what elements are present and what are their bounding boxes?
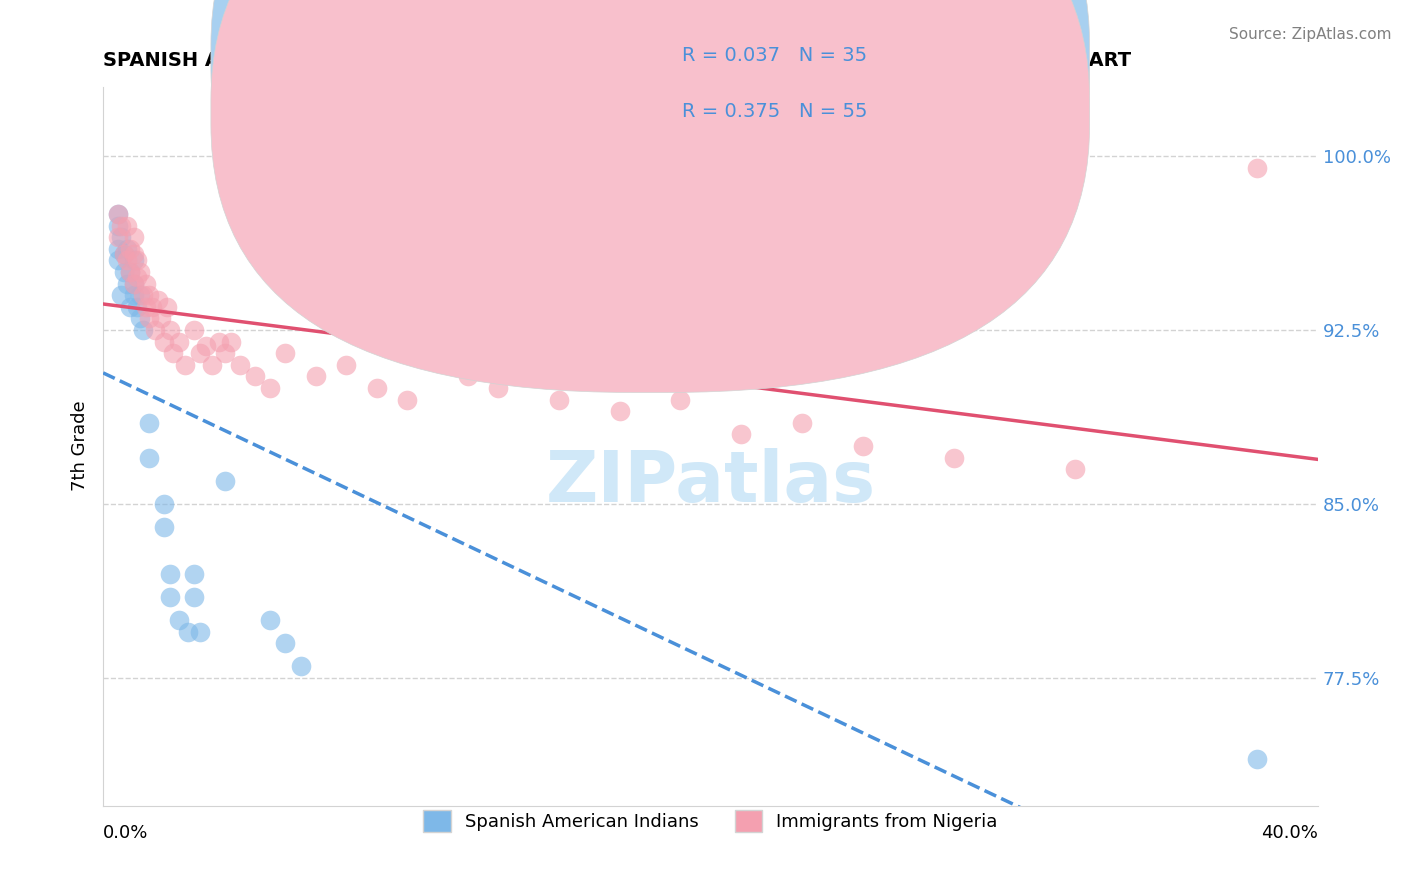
Immigrants from Nigeria: [107, 207, 129, 221]
Text: R = 0.037   N = 35: R = 0.037 N = 35: [682, 45, 868, 65]
Spanish American Indians: [117, 242, 139, 256]
Y-axis label: 7th Grade: 7th Grade: [72, 401, 89, 491]
Immigrants from Nigeria: [274, 346, 297, 360]
Immigrants from Nigeria: [243, 369, 266, 384]
Immigrants from Nigeria: [125, 269, 148, 284]
Immigrants from Nigeria: [942, 450, 965, 465]
Immigrants from Nigeria: [1064, 462, 1087, 476]
Spanish American Indians: [188, 624, 211, 639]
Spanish American Indians: [110, 288, 132, 302]
Spanish American Indians: [259, 613, 281, 627]
Spanish American Indians: [274, 636, 297, 650]
Immigrants from Nigeria: [366, 381, 388, 395]
Spanish American Indians: [122, 288, 145, 302]
Spanish American Indians: [1246, 752, 1268, 766]
Spanish American Indians: [125, 300, 148, 314]
Text: SPANISH AMERICAN INDIAN VS IMMIGRANTS FROM NIGERIA 7TH GRADE CORRELATION CHART: SPANISH AMERICAN INDIAN VS IMMIGRANTS FR…: [103, 51, 1132, 70]
Immigrants from Nigeria: [730, 427, 752, 442]
Legend: Spanish American Indians, Immigrants from Nigeria: Spanish American Indians, Immigrants fro…: [416, 803, 1005, 839]
Spanish American Indians: [128, 288, 150, 302]
Immigrants from Nigeria: [112, 246, 135, 260]
Immigrants from Nigeria: [207, 334, 229, 349]
Immigrants from Nigeria: [259, 381, 281, 395]
Spanish American Indians: [120, 300, 142, 314]
Immigrants from Nigeria: [120, 242, 142, 256]
Spanish American Indians: [120, 265, 142, 279]
Spanish American Indians: [107, 219, 129, 233]
Immigrants from Nigeria: [201, 358, 224, 372]
Immigrants from Nigeria: [486, 381, 509, 395]
Immigrants from Nigeria: [457, 369, 479, 384]
Immigrants from Nigeria: [143, 323, 166, 337]
Immigrants from Nigeria: [120, 265, 142, 279]
Spanish American Indians: [107, 253, 129, 268]
Immigrants from Nigeria: [125, 253, 148, 268]
Immigrants from Nigeria: [174, 358, 197, 372]
Immigrants from Nigeria: [135, 277, 157, 291]
Immigrants from Nigeria: [135, 300, 157, 314]
Text: R = 0.375   N = 55: R = 0.375 N = 55: [682, 102, 868, 121]
Spanish American Indians: [112, 265, 135, 279]
Immigrants from Nigeria: [851, 439, 873, 453]
Immigrants from Nigeria: [156, 300, 179, 314]
Immigrants from Nigeria: [138, 288, 160, 302]
Spanish American Indians: [122, 277, 145, 291]
Immigrants from Nigeria: [547, 392, 569, 407]
Spanish American Indians: [153, 497, 176, 511]
Spanish American Indians: [183, 590, 205, 604]
Spanish American Indians: [110, 230, 132, 244]
Spanish American Indians: [107, 242, 129, 256]
Immigrants from Nigeria: [131, 288, 153, 302]
Text: 40.0%: 40.0%: [1261, 824, 1319, 842]
Immigrants from Nigeria: [229, 358, 252, 372]
Immigrants from Nigeria: [219, 334, 242, 349]
Immigrants from Nigeria: [188, 346, 211, 360]
Immigrants from Nigeria: [195, 339, 218, 353]
Immigrants from Nigeria: [305, 369, 328, 384]
Immigrants from Nigeria: [117, 253, 139, 268]
Immigrants from Nigeria: [395, 392, 418, 407]
Spanish American Indians: [167, 613, 190, 627]
Spanish American Indians: [290, 659, 312, 673]
Immigrants from Nigeria: [153, 334, 176, 349]
Spanish American Indians: [107, 207, 129, 221]
Immigrants from Nigeria: [138, 311, 160, 326]
Immigrants from Nigeria: [122, 230, 145, 244]
Immigrants from Nigeria: [122, 246, 145, 260]
Immigrants from Nigeria: [107, 230, 129, 244]
Spanish American Indians: [159, 566, 181, 581]
Immigrants from Nigeria: [110, 219, 132, 233]
Immigrants from Nigeria: [669, 392, 692, 407]
Text: 0.0%: 0.0%: [103, 824, 149, 842]
Immigrants from Nigeria: [214, 346, 236, 360]
Spanish American Indians: [153, 520, 176, 534]
Spanish American Indians: [122, 253, 145, 268]
Text: Source: ZipAtlas.com: Source: ZipAtlas.com: [1229, 27, 1392, 42]
Spanish American Indians: [138, 450, 160, 465]
Spanish American Indians: [159, 590, 181, 604]
Spanish American Indians: [128, 311, 150, 326]
Immigrants from Nigeria: [146, 293, 169, 307]
Immigrants from Nigeria: [1246, 161, 1268, 175]
Spanish American Indians: [183, 566, 205, 581]
Immigrants from Nigeria: [335, 358, 357, 372]
Spanish American Indians: [214, 474, 236, 488]
Immigrants from Nigeria: [162, 346, 184, 360]
Spanish American Indians: [112, 246, 135, 260]
Spanish American Indians: [177, 624, 200, 639]
Text: ZIPatlas: ZIPatlas: [546, 448, 876, 516]
Spanish American Indians: [117, 277, 139, 291]
Immigrants from Nigeria: [141, 300, 163, 314]
Spanish American Indians: [131, 323, 153, 337]
Immigrants from Nigeria: [117, 219, 139, 233]
Immigrants from Nigeria: [128, 265, 150, 279]
Immigrants from Nigeria: [149, 311, 172, 326]
Immigrants from Nigeria: [167, 334, 190, 349]
Immigrants from Nigeria: [183, 323, 205, 337]
Immigrants from Nigeria: [159, 323, 181, 337]
Immigrants from Nigeria: [609, 404, 631, 418]
Immigrants from Nigeria: [790, 416, 813, 430]
Spanish American Indians: [138, 416, 160, 430]
Immigrants from Nigeria: [122, 277, 145, 291]
